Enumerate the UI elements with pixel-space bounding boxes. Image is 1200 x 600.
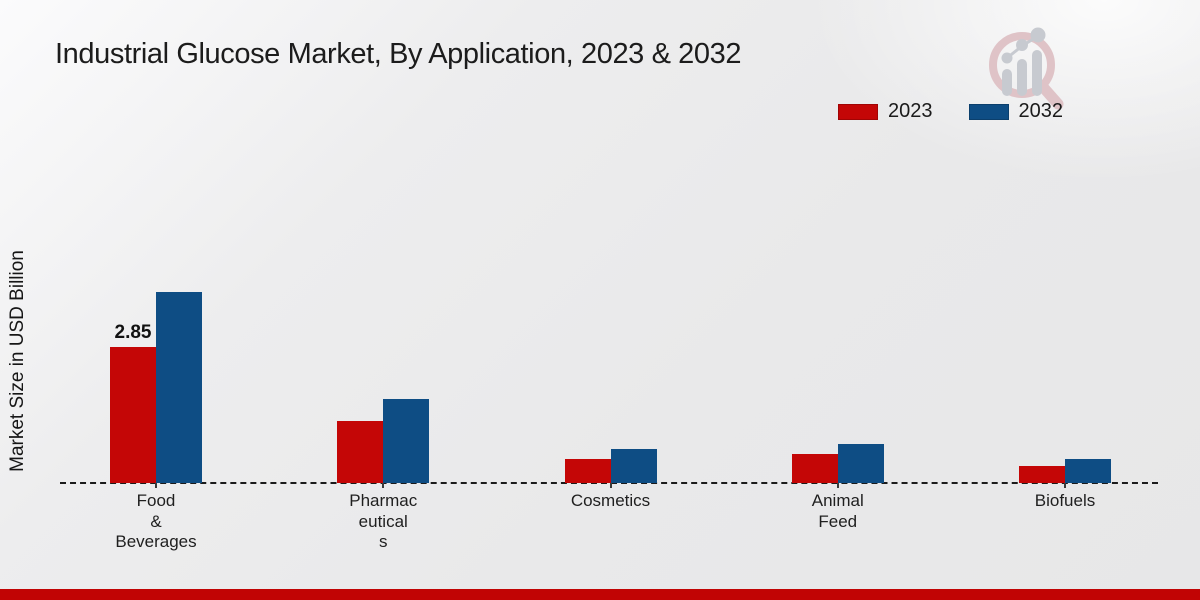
bar-2032-animal-feed: [837, 444, 884, 483]
x-tick-label-line: Feed: [818, 511, 858, 531]
x-tick-label-line: &: [150, 511, 162, 531]
x-axis-tick: [836, 483, 839, 488]
legend-item-2032: 2032: [968, 100, 1064, 123]
legend: 2023 2032: [838, 100, 1063, 123]
x-axis-tick: [382, 483, 385, 488]
bar-2023-biofuels: [1019, 466, 1065, 483]
bar-2032-cosmetics: [610, 449, 657, 483]
bar-2032-biofuels: [1065, 459, 1111, 483]
legend-item-2023: 2023: [838, 100, 933, 123]
legend-label-2032: 2032: [1018, 100, 1064, 122]
bar-2023-cosmetics: [564, 459, 611, 483]
x-tick-label-line: Cosmetics: [570, 491, 651, 510]
x-tick-label-cosmetics: Cosmetics: [541, 491, 681, 512]
x-tick-label-line: Biofuels: [1034, 491, 1096, 510]
x-axis-tick: [609, 483, 612, 488]
x-tick-label-food-beverages: Food & Beverages: [86, 491, 226, 553]
x-axis-tick: [1064, 483, 1066, 488]
x-tick-label-line: Beverages: [115, 532, 197, 551]
legend-swatch-2023: [838, 103, 878, 120]
bar-value-label: 2.85: [114, 322, 152, 343]
x-tick-label-line: Food: [136, 491, 176, 510]
x-axis-tick: [155, 483, 157, 488]
x-tick-label-line: Animal: [811, 491, 864, 510]
x-tick-label-line: Pharmac: [349, 491, 418, 510]
footer-accent-bar: [0, 589, 1200, 600]
bar-2023-animal-feed: [791, 454, 838, 483]
x-tick-label-biofuels: Biofuels: [995, 491, 1135, 512]
chart-title: Industrial Glucose Market, By Applicatio…: [55, 38, 742, 70]
bar-2032-food-beverages: [156, 292, 202, 483]
x-tick-label-line: s: [379, 532, 388, 551]
legend-label-2023: 2023: [888, 100, 933, 122]
bar-2032-pharmaceuticals: [383, 399, 430, 483]
bar-2023-pharmaceuticals: [337, 421, 384, 483]
x-tick-label-line: eutical: [358, 511, 408, 531]
x-axis-baseline: [60, 482, 1158, 484]
legend-swatch-2032: [968, 103, 1009, 120]
magnifier-bar-chart-logo-icon: [989, 27, 1064, 110]
bar-2023-food-beverages: [110, 347, 156, 483]
x-tick-label-pharmaceuticals: Pharmac eutical s: [313, 491, 453, 553]
x-tick-label-animal-feed: Animal Feed: [768, 491, 908, 532]
